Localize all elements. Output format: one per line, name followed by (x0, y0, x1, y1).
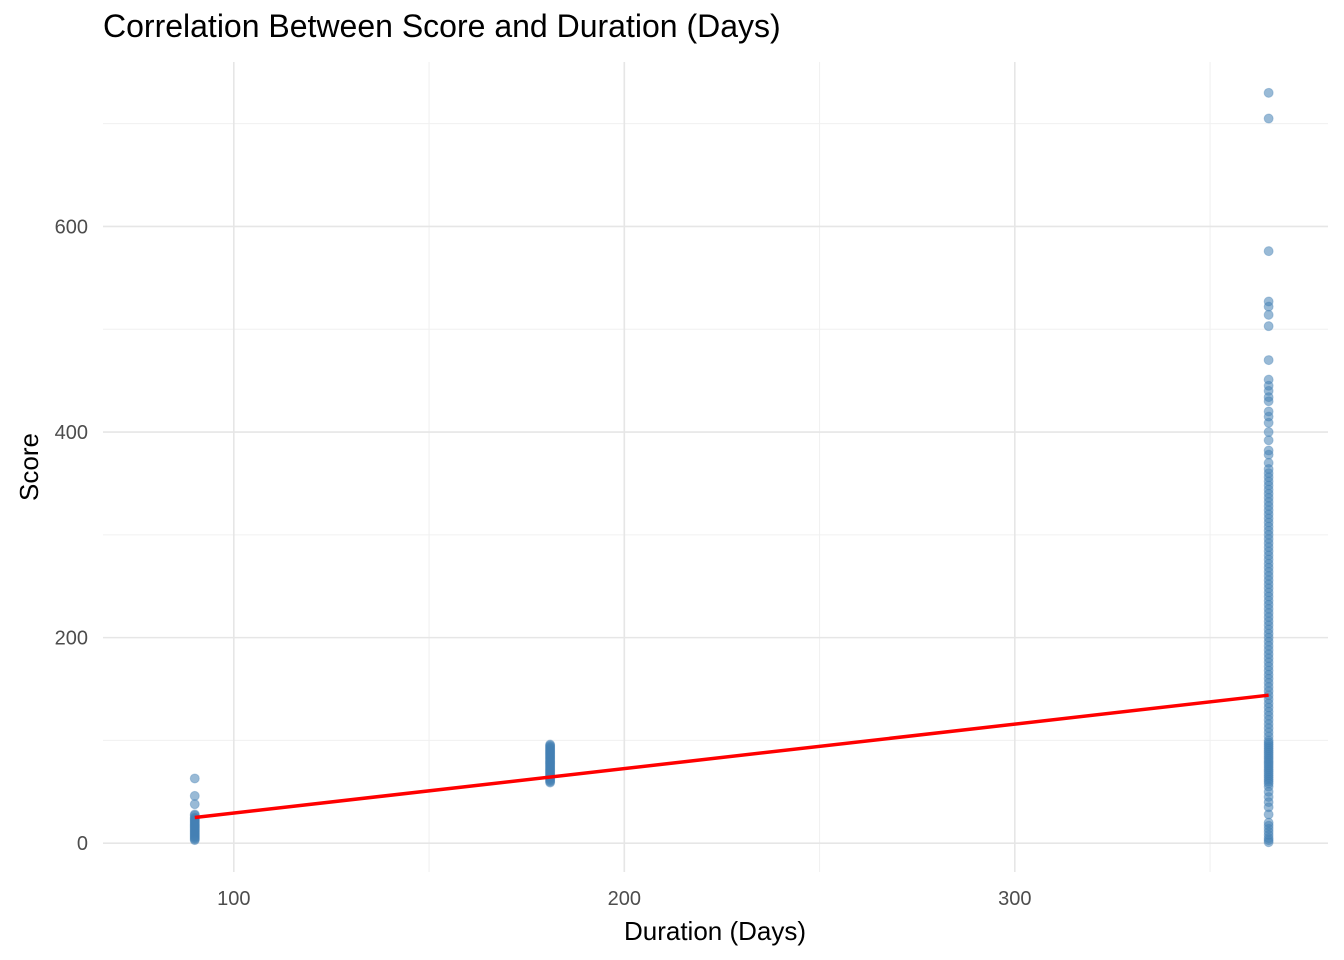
trend-line-group (194, 693, 1269, 820)
data-point (1263, 301, 1274, 312)
x-axis-title: Duration (Days) (624, 916, 806, 946)
y-tick-labels: 0 200 400 600 (55, 216, 88, 855)
data-point (1263, 87, 1274, 98)
x-tick-labels: 100 200 300 (217, 888, 1031, 910)
x-tick-label: 300 (998, 888, 1031, 910)
data-points (189, 87, 1274, 848)
data-point (1263, 417, 1274, 428)
data-point (1263, 449, 1274, 460)
y-tick-label: 600 (55, 216, 88, 238)
data-point (189, 773, 200, 784)
data-point (1263, 321, 1274, 332)
data-point (1263, 246, 1274, 257)
data-point (1263, 309, 1274, 320)
y-tick-label: 200 (55, 628, 88, 650)
data-point (1263, 396, 1274, 407)
y-tick-label: 0 (77, 833, 88, 855)
x-tick-label: 100 (217, 888, 250, 910)
x-tick-label: 200 (608, 888, 641, 910)
data-point (1263, 837, 1274, 848)
data-point (1263, 809, 1274, 820)
data-point (189, 835, 200, 846)
data-point (1263, 355, 1274, 366)
data-point (1263, 427, 1274, 438)
data-point (545, 777, 556, 788)
data-point (1263, 435, 1274, 446)
grid-major (103, 62, 1328, 872)
trend-line (194, 693, 1269, 820)
chart-title: Correlation Between Score and Duration (… (103, 8, 781, 44)
data-point (189, 790, 200, 801)
y-axis-title: Score (14, 433, 44, 501)
y-tick-label: 400 (55, 422, 88, 444)
data-point (189, 799, 200, 810)
grid-minor (103, 62, 1328, 872)
data-point (1263, 113, 1274, 124)
